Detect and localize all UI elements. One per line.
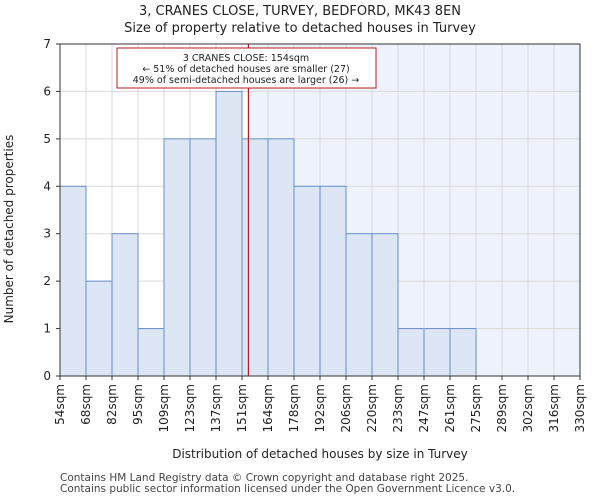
bar (423, 328, 451, 377)
annotation-box (116, 47, 377, 89)
bar (371, 233, 399, 377)
y-tick-label: 2 (43, 274, 51, 288)
y-tick-label: 5 (43, 132, 51, 146)
bar (163, 138, 191, 377)
x-axis-label: Distribution of detached houses by size … (172, 447, 468, 461)
x-tick-label: 233sqm (391, 384, 405, 432)
bar (59, 185, 87, 377)
bar (137, 328, 165, 377)
annotation-line-2: ← 51% of detached houses are smaller (27… (142, 64, 349, 75)
x-tick-label: 289sqm (495, 384, 509, 432)
y-tick-label: 1 (43, 322, 51, 336)
bar (449, 328, 477, 377)
x-tick-label: 95sqm (131, 384, 145, 425)
y-tick-label: 0 (43, 369, 51, 383)
x-tick-label: 82sqm (105, 384, 119, 425)
annotation-line-3: 49% of semi-detached houses are larger (… (133, 75, 360, 86)
bar (215, 90, 243, 377)
x-tick-label: 123sqm (183, 384, 197, 432)
x-tick-label: 316sqm (547, 384, 561, 432)
bar (397, 328, 425, 377)
chart-title-address: 3, CRANES CLOSE, TURVEY, BEDFORD, MK43 8… (138, 4, 462, 19)
y-tick-label: 3 (43, 227, 51, 241)
y-axis-label: Number of detached properties (2, 135, 16, 324)
bar (293, 185, 321, 377)
bars (59, 90, 477, 377)
x-axis-ticks: 54sqm 68sqm 82sqm 95sqm 109sqm 123sqm 137sqm 15… (53, 376, 587, 432)
chart-title-subtitle: Size of property relative to detached ho… (124, 21, 476, 36)
x-tick-label: 137sqm (209, 384, 223, 432)
y-tick-label: 7 (43, 37, 51, 51)
footer-copyright: Contains HM Land Registry data © Crown c… (60, 472, 469, 484)
bar (189, 138, 217, 377)
y-tick-label: 4 (43, 179, 51, 193)
x-tick-label: 54sqm (53, 384, 67, 425)
x-tick-label: 178sqm (287, 384, 301, 432)
x-tick-label: 192sqm (313, 384, 327, 432)
bar (345, 233, 373, 377)
footer-licence: Contains public sector information licen… (60, 483, 516, 495)
x-tick-label: 275sqm (469, 384, 483, 432)
property-annotation: 3 CRANES CLOSE: 154sqm ← 51% of detached… (116, 47, 377, 89)
bar (319, 185, 347, 377)
bar (267, 138, 295, 377)
x-tick-label: 220sqm (365, 384, 379, 432)
x-tick-label: 68sqm (79, 384, 93, 425)
bar (241, 138, 269, 377)
x-tick-label: 151sqm (235, 384, 249, 432)
x-tick-label: 109sqm (157, 384, 171, 432)
x-tick-label: 247sqm (417, 384, 431, 432)
x-tick-label: 164sqm (261, 384, 275, 432)
annotation-line-1: 3 CRANES CLOSE: 154sqm (183, 53, 309, 64)
x-tick-label: 206sqm (339, 384, 353, 432)
x-tick-label: 330sqm (573, 384, 587, 432)
y-tick-label: 6 (43, 84, 51, 98)
x-tick-label: 261sqm (443, 384, 457, 432)
bar (111, 233, 139, 377)
bar (85, 280, 113, 377)
x-tick-label: 302sqm (521, 384, 535, 432)
y-axis-ticks: 0 1 2 3 4 5 6 7 (43, 37, 60, 383)
